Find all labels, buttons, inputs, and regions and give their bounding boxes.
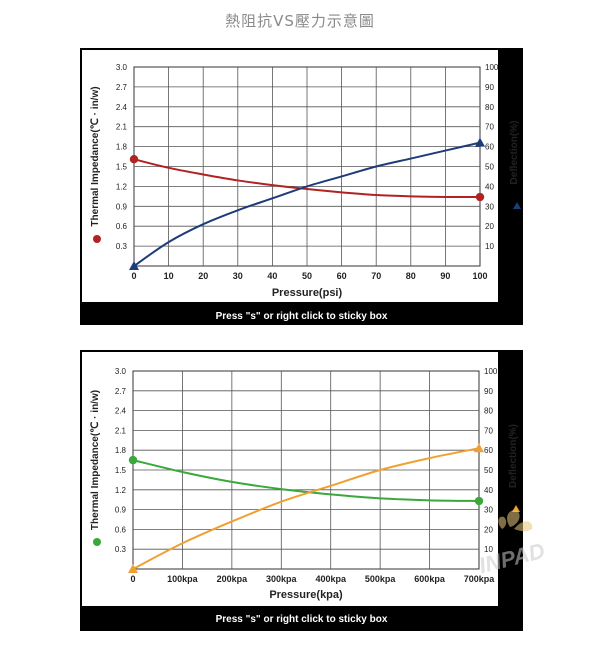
watermark-text: INPAD (476, 538, 547, 575)
deflection-data-point (475, 137, 485, 147)
chart-kpa-svg: 0 100kpa 200kpa 300kpa 400kpa 500kpa 600kpa 700… (82, 352, 520, 606)
x-tick-label: 90 (440, 271, 450, 281)
y-right-tick-label: 30 (485, 202, 494, 211)
x-tick-label: 700kpa (464, 574, 496, 584)
x-tick-label: 10 (164, 271, 174, 281)
y-left-tick-label: 3.0 (116, 63, 128, 72)
y-right-tick-label: 10 (485, 242, 494, 251)
chart-psi-svg: 0 10 20 30 40 50 60 70 80 90 100 0.3 0.6 0.9 1.2 1.5 1.8… (82, 50, 521, 302)
y-left-tick-label: 1.8 (115, 446, 127, 455)
impedance-data-point (474, 496, 484, 506)
y-right-tick-label: 60 (484, 446, 493, 455)
deflection-series-line (133, 141, 481, 267)
deflection-data-point (128, 564, 138, 573)
y-left-tick-label: 0.9 (115, 506, 127, 515)
y-left-tick-label: 1.2 (116, 182, 128, 191)
y-left-tick-label: 2.1 (115, 426, 127, 435)
y-left-tick-label: 2.4 (116, 103, 128, 112)
y-right-tick-label: 80 (485, 103, 494, 112)
x-axis-label: Pressure(psi) (272, 287, 343, 299)
y-right-tick-label: 90 (485, 83, 494, 92)
chart-psi: 0 10 20 30 40 50 60 70 80 90 100 0.3 0.6 0.9 1.2 1.5 1.8… (80, 48, 523, 325)
y-right-axis-label: Deflection(%) (508, 424, 519, 488)
deflection-data-point (474, 443, 484, 453)
x-tick-label: 600kpa (414, 574, 446, 584)
x-tick-label: 50 (302, 271, 312, 281)
y-left-tick-label: 0.3 (116, 242, 128, 251)
impedance-legend-marker (93, 538, 101, 546)
x-tick-label: 80 (406, 271, 416, 281)
y-right-tick-label: 60 (485, 143, 494, 152)
impedance-data-point (129, 155, 139, 164)
x-axis-label: Pressure(kpa) (269, 589, 343, 601)
impedance-series-line (132, 459, 480, 503)
y-left-axis-label: Thermal Impedance(℃ · in/w) (90, 86, 101, 226)
x-tick-label: 20 (198, 271, 208, 281)
y-left-tick-label: 1.2 (115, 486, 127, 495)
y-right-tick-label: 40 (485, 182, 494, 191)
chart-kpa: 0 100kpa 200kpa 300kpa 400kpa 500kpa 600kpa 700… (80, 350, 523, 631)
impedance-data-point (128, 455, 138, 465)
y-right-tick-label: 100 (485, 63, 499, 72)
chart-psi-caption: Press "s" or right click to sticky box (215, 311, 388, 322)
deflection-legend-marker (513, 202, 521, 209)
deflection-series-line (132, 447, 480, 570)
y-left-tick-label: 2.7 (115, 387, 127, 396)
y-left-tick-label: 0.3 (115, 545, 127, 554)
page-title: 熱阻抗VS壓力示意圖 (225, 12, 375, 30)
y-right-tick-label: 20 (484, 525, 493, 534)
y-right-tick-label: 80 (484, 407, 493, 416)
x-tick-label: 200kpa (217, 574, 249, 584)
y-right-tick-label: 10 (484, 545, 493, 554)
y-left-tick-label: 1.5 (115, 466, 127, 475)
y-left-tick-label: 2.4 (115, 407, 127, 416)
y-left-tick-label: 1.5 (116, 163, 128, 172)
impedance-legend-marker (93, 235, 101, 243)
x-tick-label: 300kpa (266, 574, 298, 584)
x-tick-label: 30 (233, 271, 243, 281)
inpad-watermark-logo: INPAD (476, 509, 547, 575)
y-right-tick-label: 40 (484, 486, 493, 495)
y-right-tick-label: 30 (484, 506, 493, 515)
y-left-tick-label: 2.7 (116, 83, 128, 92)
chart-kpa-caption: Press "s" or right click to sticky box (215, 614, 388, 625)
x-tick-label: 400kpa (315, 574, 347, 584)
y-right-tick-label: 90 (484, 387, 493, 396)
x-tick-label: 40 (267, 271, 277, 281)
x-tick-label: 500kpa (365, 574, 397, 584)
y-right-tick-label: 20 (485, 222, 494, 231)
y-left-tick-label: 2.1 (116, 123, 128, 132)
x-tick-label: 100 (472, 271, 487, 281)
impedance-series-line (133, 158, 481, 199)
y-left-tick-label: 1.8 (116, 143, 128, 152)
y-left-tick-label: 3.0 (115, 367, 127, 376)
x-tick-label: 70 (371, 271, 381, 281)
y-right-tick-label: 70 (484, 426, 493, 435)
y-right-tick-label: 100 (484, 367, 498, 376)
y-left-tick-label: 0.9 (116, 202, 128, 211)
x-tick-label: 100kpa (167, 574, 199, 584)
y-right-tick-label: 70 (485, 123, 494, 132)
y-left-tick-label: 0.6 (116, 222, 128, 231)
y-right-tick-label: 50 (484, 466, 493, 475)
y-left-tick-label: 0.6 (115, 525, 127, 534)
x-tick-label: 0 (131, 271, 136, 281)
impedance-data-point (475, 192, 485, 202)
y-right-tick-label: 50 (485, 163, 494, 172)
y-left-axis-label: Thermal Impedance(℃ · in/w) (90, 390, 101, 530)
y-right-axis-label: Deflection(%) (509, 121, 520, 185)
x-tick-label: 60 (337, 271, 347, 281)
x-tick-label: 0 (130, 574, 135, 584)
deflection-data-point (129, 261, 139, 270)
